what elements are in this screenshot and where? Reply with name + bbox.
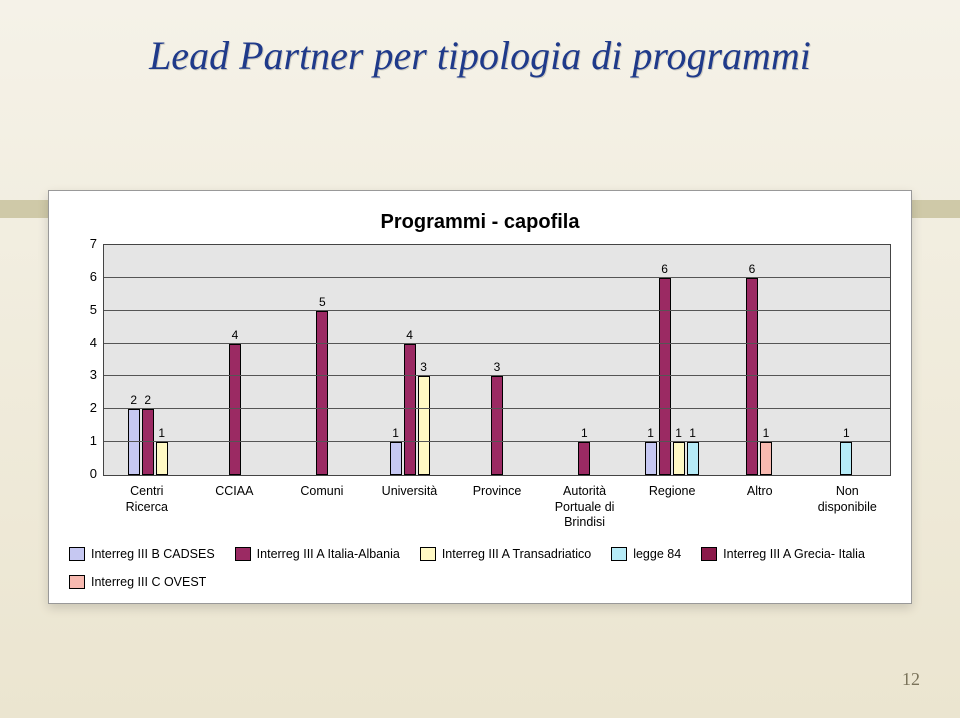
bar: 1 [156, 442, 168, 475]
bar-fill [673, 442, 685, 475]
bar: 1 [390, 442, 402, 475]
legend-item: legge 84 [611, 547, 681, 561]
legend-swatch [69, 575, 85, 589]
bar-value-label: 1 [392, 426, 399, 440]
bar-value-label: 1 [647, 426, 654, 440]
x-category-label: CentriRicerca [103, 484, 191, 531]
grid-line [104, 277, 890, 278]
legend-item: Interreg III A Italia-Albania [235, 547, 400, 561]
legend-label: Interreg III B CADSES [91, 547, 215, 561]
bar-fill [578, 442, 590, 475]
bar-value-label: 1 [581, 426, 588, 440]
x-category-label: Regione [628, 484, 716, 531]
x-category-label: AutoritàPortuale diBrindisi [541, 484, 629, 531]
grid-line [104, 441, 890, 442]
legend-item: Interreg III B CADSES [69, 547, 215, 561]
x-category-label: Nondisponibile [804, 484, 892, 531]
x-category-label: Università [366, 484, 454, 531]
bar: 1 [645, 442, 657, 475]
bar: 1 [840, 442, 852, 475]
bar-value-label: 4 [406, 328, 413, 342]
legend-item: Interreg III A Grecia- Italia [701, 547, 865, 561]
legend-label: Interreg III A Transadriatico [442, 547, 591, 561]
grid-line [104, 343, 890, 344]
bar: 1 [673, 442, 685, 475]
bar: 1 [578, 442, 590, 475]
legend-label: legge 84 [633, 547, 681, 561]
grid-line [104, 375, 890, 376]
legend-label: Interreg III C OVEST [91, 575, 206, 589]
bar-fill [687, 442, 699, 475]
bar-value-label: 6 [749, 262, 756, 276]
bar-fill [156, 442, 168, 475]
bar: 5 [316, 311, 328, 475]
bar-fill [760, 442, 772, 475]
bar-value-label: 3 [494, 360, 501, 374]
x-category-label: Province [453, 484, 541, 531]
legend-swatch [611, 547, 627, 561]
bar-value-label: 1 [158, 426, 165, 440]
bar: 1 [760, 442, 772, 475]
y-axis: 76543210 [69, 244, 103, 474]
x-axis: CentriRicercaCCIAAComuniUniversitàProvin… [103, 484, 891, 531]
bar-value-label: 1 [675, 426, 682, 440]
bar-fill [418, 376, 430, 475]
x-category-label: CCIAA [191, 484, 279, 531]
legend: Interreg III B CADSES Interreg III A Ital… [69, 547, 891, 589]
x-category-label: Altro [716, 484, 804, 531]
bar-value-label: 4 [232, 328, 239, 342]
legend-item: Interreg III C OVEST [69, 575, 206, 589]
bar-fill [645, 442, 657, 475]
bar-value-label: 5 [319, 295, 326, 309]
page-number: 12 [902, 669, 920, 690]
bar-value-label: 3 [420, 360, 427, 374]
legend-swatch [420, 547, 436, 561]
legend-swatch [235, 547, 251, 561]
bar-fill [491, 376, 503, 475]
plot-area: 76543210 22145143311611611 [69, 244, 891, 476]
chart-title: Programmi - capofila [69, 211, 891, 234]
bar-value-label: 1 [763, 426, 770, 440]
legend-label: Interreg III A Italia-Albania [257, 547, 400, 561]
grid-line [104, 408, 890, 409]
chart-card: Programmi - capofila 76543210 2214514331… [48, 190, 912, 604]
bar-fill [316, 311, 328, 475]
legend-label: Interreg III A Grecia- Italia [723, 547, 865, 561]
bar-value-label: 1 [689, 426, 696, 440]
page-title: Lead Partner per tipologia di programmi [0, 32, 960, 79]
bar-value-label: 2 [144, 393, 151, 407]
bar-value-label: 2 [130, 393, 137, 407]
bar-fill [840, 442, 852, 475]
legend-swatch [69, 547, 85, 561]
bar: 3 [491, 376, 503, 475]
bar-fill [390, 442, 402, 475]
x-category-label: Comuni [278, 484, 366, 531]
legend-swatch [701, 547, 717, 561]
bar-value-label: 1 [843, 426, 850, 440]
grid-line [104, 310, 890, 311]
legend-item: Interreg III A Transadriatico [420, 547, 591, 561]
bar: 1 [687, 442, 699, 475]
plot: 22145143311611611 [103, 244, 891, 476]
bar-value-label: 6 [661, 262, 668, 276]
bar: 3 [418, 376, 430, 475]
